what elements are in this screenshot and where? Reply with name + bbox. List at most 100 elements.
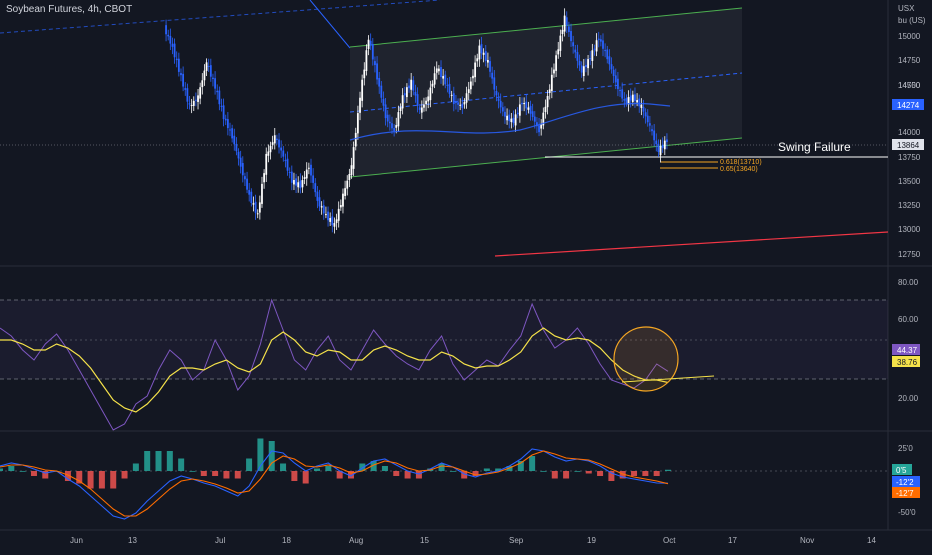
candle-body[interactable] [478,45,481,60]
candle-body[interactable] [267,151,270,156]
candle-body[interactable] [597,38,600,41]
candle-body[interactable] [197,95,199,102]
candle-body[interactable] [570,31,572,42]
candle-body[interactable] [222,105,225,120]
candle-body[interactable] [580,65,583,73]
candle-body[interactable] [167,34,170,37]
candle-body[interactable] [195,99,197,101]
candle-body[interactable] [514,114,517,126]
candle-body[interactable] [233,135,236,145]
candle-body[interactable] [420,107,423,113]
candle-body[interactable] [382,98,385,106]
candle-body[interactable] [352,147,355,169]
candle-body[interactable] [331,216,334,226]
candle-body[interactable] [290,171,293,183]
candle-body[interactable] [523,103,526,105]
candle-body[interactable] [544,106,547,113]
candle-body[interactable] [629,95,632,101]
candle-body[interactable] [209,65,212,77]
candle-body[interactable] [397,112,400,127]
candle-body[interactable] [280,147,283,151]
candle-body[interactable] [546,95,549,108]
candle-body[interactable] [374,61,376,66]
candle-body[interactable] [314,183,317,193]
candle-body[interactable] [346,180,349,189]
candle-body[interactable] [489,61,491,72]
candle-body[interactable] [648,123,651,126]
candle-body[interactable] [663,140,666,150]
candle-body[interactable] [363,69,366,79]
candle-body[interactable] [333,223,336,227]
candle-body[interactable] [350,165,353,175]
candle-body[interactable] [337,208,340,221]
candle-body[interactable] [226,119,229,129]
candle-body[interactable] [237,151,240,159]
candle-body[interactable] [431,83,434,87]
candle-body[interactable] [216,90,219,93]
candle-body[interactable] [591,50,594,61]
candle-body[interactable] [282,150,285,157]
candle-body[interactable] [273,135,276,144]
candle-body[interactable] [548,89,551,93]
candle-body[interactable] [440,67,442,78]
candle-body[interactable] [173,43,176,58]
candle-body[interactable] [342,193,344,207]
candle-body[interactable] [261,183,263,204]
candle-body[interactable] [640,104,643,108]
candle-body[interactable] [401,95,404,109]
candle-body[interactable] [457,102,459,105]
candle-body[interactable] [301,180,304,188]
candle-body[interactable] [414,91,417,96]
candle-body[interactable] [256,213,259,215]
candle-body[interactable] [459,104,462,106]
candle-body[interactable] [599,39,602,42]
candle-body[interactable] [278,139,280,148]
candle-body[interactable] [659,146,662,156]
candle-body[interactable] [455,102,457,104]
candle-body[interactable] [312,175,315,183]
candle-body[interactable] [177,58,180,72]
candle-body[interactable] [371,44,374,60]
candle-body[interactable] [602,40,604,49]
candle-body[interactable] [269,145,272,153]
candle-body[interactable] [344,188,346,196]
candle-body[interactable] [416,94,419,106]
candle-body[interactable] [190,104,193,106]
candle-body[interactable] [205,62,208,71]
candle-body[interactable] [410,79,413,90]
candle-body[interactable] [527,107,530,110]
candle-body[interactable] [437,68,440,72]
candle-body[interactable] [531,111,534,117]
candle-body[interactable] [631,94,634,102]
candle-body[interactable] [316,191,319,201]
candle-body[interactable] [484,51,487,61]
candle-body[interactable] [465,93,468,103]
candle-body[interactable] [448,83,451,94]
candle-body[interactable] [572,42,575,47]
candle-body[interactable] [391,123,393,129]
candle-body[interactable] [516,112,519,115]
candle-body[interactable] [614,75,617,83]
candle-body[interactable] [617,78,619,90]
candle-body[interactable] [589,58,592,60]
candle-body[interactable] [497,98,500,101]
candle-body[interactable] [275,138,278,141]
candle-body[interactable] [604,50,607,52]
candle-body[interactable] [574,49,577,53]
candle-body[interactable] [263,173,266,183]
candle-body[interactable] [380,85,383,98]
candle-body[interactable] [463,102,466,105]
candle-body[interactable] [175,58,178,61]
candle-body[interactable] [201,80,204,88]
candle-body[interactable] [418,107,421,110]
candle-body[interactable] [561,29,564,35]
candle-body[interactable] [365,50,368,71]
candle-body[interactable] [265,153,268,175]
support-line[interactable] [494,231,889,257]
candle-body[interactable] [501,107,504,112]
candle-body[interactable] [480,44,483,54]
candle-body[interactable] [504,111,506,117]
candle-body[interactable] [429,87,432,101]
rsi-trendline[interactable] [621,375,715,383]
